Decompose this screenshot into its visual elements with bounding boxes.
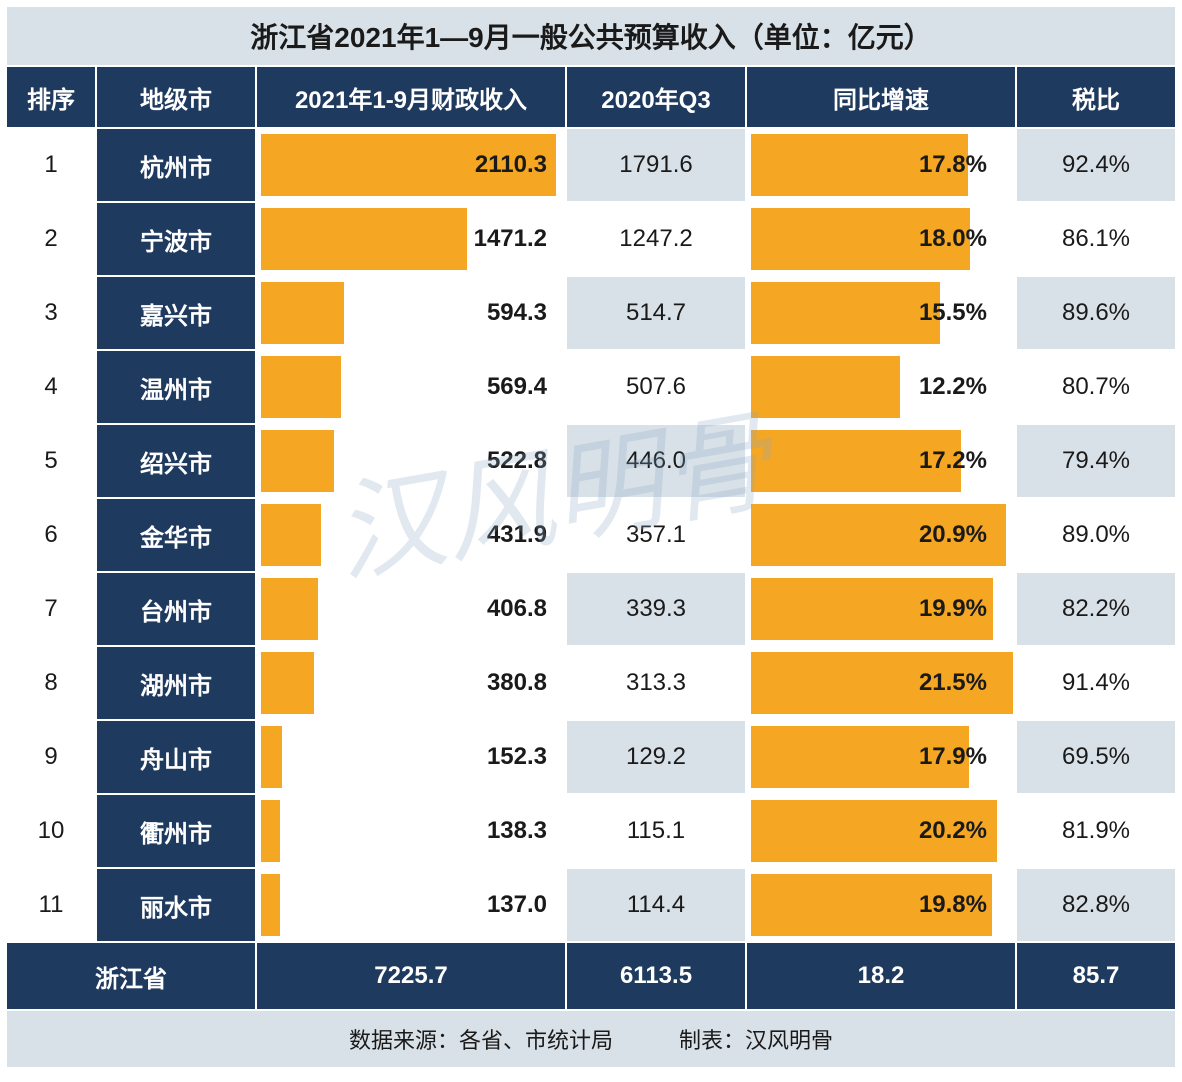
col-city: 地级市: [96, 66, 256, 128]
rank-cell: 4: [6, 350, 96, 424]
city-cell: 湖州市: [96, 646, 256, 720]
total-prev: 6113.5: [566, 942, 746, 1010]
total-revenue: 7225.7: [256, 942, 566, 1010]
tax-ratio-cell: 89.6%: [1016, 276, 1176, 350]
rank-cell: 9: [6, 720, 96, 794]
source-row: 数据来源：各省、市统计局 制表：汉风明骨: [6, 1010, 1176, 1068]
tax-ratio-cell: 91.4%: [1016, 646, 1176, 720]
prev-year-cell: 446.0: [566, 424, 746, 498]
table-row: 8湖州市380.8313.321.5%91.4%: [6, 646, 1176, 720]
rank-cell: 7: [6, 572, 96, 646]
tax-ratio-cell: 80.7%: [1016, 350, 1176, 424]
col-rank: 排序: [6, 66, 96, 128]
table-row: 5绍兴市522.8446.017.2%79.4%: [6, 424, 1176, 498]
growth-bar-cell: 20.9%: [746, 498, 1016, 572]
col-tax: 税比: [1016, 66, 1176, 128]
growth-bar-cell: 17.8%: [746, 128, 1016, 202]
growth-bar-cell: 19.8%: [746, 868, 1016, 942]
city-cell: 嘉兴市: [96, 276, 256, 350]
city-cell: 丽水市: [96, 868, 256, 942]
source-text: 数据来源：各省、市统计局 制表：汉风明骨: [6, 1010, 1176, 1068]
city-cell: 绍兴市: [96, 424, 256, 498]
revenue-bar-cell: 152.3: [256, 720, 566, 794]
table-row: 7台州市406.8339.319.9%82.2%: [6, 572, 1176, 646]
table-row: 4温州市569.4507.612.2%80.7%: [6, 350, 1176, 424]
revenue-bar-cell: 522.8: [256, 424, 566, 498]
revenue-bar-cell: 594.3: [256, 276, 566, 350]
revenue-bar-cell: 380.8: [256, 646, 566, 720]
revenue-bar-cell: 138.3: [256, 794, 566, 868]
table-row: 11丽水市137.0114.419.8%82.8%: [6, 868, 1176, 942]
total-row: 浙江省7225.76113.518.285.7: [6, 942, 1176, 1010]
total-label: 浙江省: [6, 942, 256, 1010]
rank-cell: 3: [6, 276, 96, 350]
total-growth: 18.2: [746, 942, 1016, 1010]
table-row: 3嘉兴市594.3514.715.5%89.6%: [6, 276, 1176, 350]
city-cell: 杭州市: [96, 128, 256, 202]
city-cell: 宁波市: [96, 202, 256, 276]
table-row: 2宁波市1471.21247.218.0%86.1%: [6, 202, 1176, 276]
rank-cell: 10: [6, 794, 96, 868]
rank-cell: 5: [6, 424, 96, 498]
revenue-bar-cell: 406.8: [256, 572, 566, 646]
city-cell: 金华市: [96, 498, 256, 572]
revenue-bar-cell: 1471.2: [256, 202, 566, 276]
growth-bar-cell: 19.9%: [746, 572, 1016, 646]
city-cell: 衢州市: [96, 794, 256, 868]
prev-year-cell: 114.4: [566, 868, 746, 942]
growth-bar-cell: 15.5%: [746, 276, 1016, 350]
prev-year-cell: 313.3: [566, 646, 746, 720]
revenue-bar-cell: 137.0: [256, 868, 566, 942]
prev-year-cell: 514.7: [566, 276, 746, 350]
tax-ratio-cell: 92.4%: [1016, 128, 1176, 202]
revenue-bar-cell: 569.4: [256, 350, 566, 424]
city-cell: 舟山市: [96, 720, 256, 794]
tax-ratio-cell: 89.0%: [1016, 498, 1176, 572]
col-rev20: 2020年Q3: [566, 66, 746, 128]
rank-cell: 8: [6, 646, 96, 720]
tax-ratio-cell: 82.8%: [1016, 868, 1176, 942]
prev-year-cell: 1791.6: [566, 128, 746, 202]
city-cell: 台州市: [96, 572, 256, 646]
growth-bar-cell: 20.2%: [746, 794, 1016, 868]
prev-year-cell: 507.6: [566, 350, 746, 424]
growth-bar-cell: 18.0%: [746, 202, 1016, 276]
table-row: 1杭州市2110.31791.617.8%92.4%: [6, 128, 1176, 202]
growth-bar-cell: 17.9%: [746, 720, 1016, 794]
prev-year-cell: 339.3: [566, 572, 746, 646]
budget-table: 浙江省2021年1—9月一般公共预算收入（单位：亿元） 排序 地级市 2021年…: [5, 5, 1177, 1069]
tax-ratio-cell: 86.1%: [1016, 202, 1176, 276]
total-tax: 85.7: [1016, 942, 1176, 1010]
growth-bar-cell: 21.5%: [746, 646, 1016, 720]
rank-cell: 11: [6, 868, 96, 942]
title-row: 浙江省2021年1—9月一般公共预算收入（单位：亿元）: [6, 6, 1176, 66]
rank-cell: 1: [6, 128, 96, 202]
prev-year-cell: 1247.2: [566, 202, 746, 276]
growth-bar-cell: 12.2%: [746, 350, 1016, 424]
col-growth: 同比增速: [746, 66, 1016, 128]
revenue-bar-cell: 2110.3: [256, 128, 566, 202]
growth-bar-cell: 17.2%: [746, 424, 1016, 498]
city-cell: 温州市: [96, 350, 256, 424]
tax-ratio-cell: 82.2%: [1016, 572, 1176, 646]
prev-year-cell: 357.1: [566, 498, 746, 572]
table-row: 10衢州市138.3115.120.2%81.9%: [6, 794, 1176, 868]
table-row: 9舟山市152.3129.217.9%69.5%: [6, 720, 1176, 794]
tax-ratio-cell: 81.9%: [1016, 794, 1176, 868]
revenue-bar-cell: 431.9: [256, 498, 566, 572]
rank-cell: 2: [6, 202, 96, 276]
prev-year-cell: 129.2: [566, 720, 746, 794]
tax-ratio-cell: 79.4%: [1016, 424, 1176, 498]
header-row: 排序 地级市 2021年1-9月财政收入 2020年Q3 同比增速 税比: [6, 66, 1176, 128]
table-title: 浙江省2021年1—9月一般公共预算收入（单位：亿元）: [6, 6, 1176, 66]
rank-cell: 6: [6, 498, 96, 572]
col-rev21: 2021年1-9月财政收入: [256, 66, 566, 128]
table-row: 6金华市431.9357.120.9%89.0%: [6, 498, 1176, 572]
tax-ratio-cell: 69.5%: [1016, 720, 1176, 794]
prev-year-cell: 115.1: [566, 794, 746, 868]
